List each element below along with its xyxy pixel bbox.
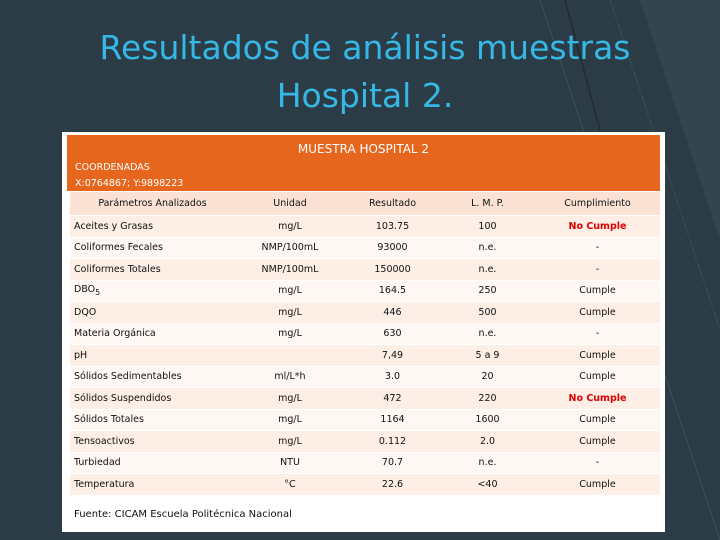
coordinates: COORDENADAS X:0764867; Y:9898223 — [75, 160, 183, 192]
table-cell: 3.0 — [345, 366, 440, 388]
table-cell: Coliformes Fecales — [70, 237, 235, 259]
table-cell: mg/L — [235, 215, 345, 238]
results-table: Parámetros Analizados Unidad Resultado L. M… — [70, 192, 660, 496]
table-cell: Cumple — [535, 344, 660, 367]
source-note: Fuente: CICAM Escuela Politécnica Nacion… — [74, 509, 292, 520]
table-cell: 2.0 — [440, 430, 535, 453]
table-cell: - — [535, 452, 660, 474]
table-cell: mg/L — [235, 280, 345, 302]
table-cell: 500 — [440, 301, 535, 324]
header-cell: Unidad — [235, 192, 345, 216]
table-cell: Turbiedad — [70, 452, 235, 474]
table-cell: Coliformes Totales — [70, 258, 235, 281]
table-row: Materia Orgánica mg/L 630 n.e. - — [70, 323, 660, 345]
table-cell: 630 — [345, 323, 440, 345]
table-row: DBO5 mg/L 164.5 250 Cumple — [70, 280, 660, 302]
table-cell: 446 — [345, 301, 440, 324]
table-cell: Cumple — [535, 301, 660, 324]
table-cell: 472 — [345, 387, 440, 410]
table-row: Sólidos Totales mg/L 1164 1600 Cumple — [70, 409, 660, 431]
table-cell: mg/L — [235, 409, 345, 431]
table-cell: - — [535, 237, 660, 259]
table-cell: No Cumple — [535, 215, 660, 238]
table-row: Tensoactivos mg/L 0.112 2.0 Cumple — [70, 430, 660, 453]
table-cell: NMP/100mL — [235, 237, 345, 259]
cell-subscript: 5 — [95, 288, 101, 298]
table-row: Sólidos Sedimentables ml/L*h 3.0 20 Cumple — [70, 366, 660, 388]
table-cell: n.e. — [440, 258, 535, 281]
title-line: Hospital 2. — [276, 76, 454, 115]
table-cell: 100 — [440, 215, 535, 238]
table-cell: 7,49 — [345, 344, 440, 367]
coordinates-label: COORDENADAS — [75, 162, 150, 173]
table-row: Coliformes Fecales NMP/100mL 93000 n.e. - — [70, 237, 660, 259]
table-cell: 250 — [440, 280, 535, 302]
table-row: Temperatura °C 22.6 <40 Cumple — [70, 473, 660, 496]
table-cell: 150000 — [345, 258, 440, 281]
table-cell: Temperatura — [70, 473, 235, 496]
table-cell: NTU — [235, 452, 345, 474]
table-cell: mg/L — [235, 323, 345, 345]
table-cell: NMP/100mL — [235, 258, 345, 281]
table-cell: DBO5 — [70, 280, 235, 302]
table-cell: - — [535, 258, 660, 281]
table-panel: MUESTRA HOSPITAL 2 COORDENADAS X:0764867… — [62, 132, 665, 532]
table-cell: 20 — [440, 366, 535, 388]
table-cell: 0.112 — [345, 430, 440, 453]
table-cell: n.e. — [440, 452, 535, 474]
table-cell: No Cumple — [535, 387, 660, 410]
table-cell: ml/L*h — [235, 366, 345, 388]
header-row: Parámetros Analizados Unidad Resultado L. M… — [70, 192, 660, 216]
table-cell: Sólidos Suspendidos — [70, 387, 235, 410]
table-cell: 103.75 — [345, 215, 440, 238]
table-cell: Cumple — [535, 409, 660, 431]
cell-text: DBO — [74, 284, 96, 296]
table-row: Aceites y Grasas mg/L 103.75 100 No Cumple — [70, 215, 660, 238]
table-cell: <40 — [440, 473, 535, 496]
table-cell: Tensoactivos — [70, 430, 235, 453]
table-row: pH 7,49 5 a 9 Cumple — [70, 344, 660, 367]
header-cell: L. M. P. — [440, 192, 535, 216]
table-cell: mg/L — [235, 387, 345, 410]
table-row: Coliformes Totales NMP/100mL 150000 n.e. - — [70, 258, 660, 281]
table-cell: 1164 — [345, 409, 440, 431]
table-cell: 1600 — [440, 409, 535, 431]
table-row: DQO mg/L 446 500 Cumple — [70, 301, 660, 324]
table-cell: Materia Orgánica — [70, 323, 235, 345]
table-cell: - — [535, 323, 660, 345]
table-cell: °C — [235, 473, 345, 496]
table-cell: 5 a 9 — [440, 344, 535, 367]
header-cell: Parámetros Analizados — [70, 192, 235, 216]
table-cell: Cumple — [535, 366, 660, 388]
table-cell: mg/L — [235, 301, 345, 324]
header-cell: Resultado — [345, 192, 440, 216]
table-cell: mg/L — [235, 430, 345, 453]
table-row: Turbiedad NTU 70.7 n.e. - — [70, 452, 660, 474]
table-cell: 93000 — [345, 237, 440, 259]
table-cell: 220 — [440, 387, 535, 410]
slide-title: Resultados de análisis muestras Hospital… — [40, 24, 690, 120]
table-cell: pH — [70, 344, 235, 367]
table-cell: Aceites y Grasas — [70, 215, 235, 238]
table-cell: n.e. — [440, 323, 535, 345]
table-cell: n.e. — [440, 237, 535, 259]
table-cell: DQO — [70, 301, 235, 324]
table-cell: Cumple — [535, 430, 660, 453]
header-cell: Cumplimiento — [535, 192, 660, 216]
table-cell: 22.6 — [345, 473, 440, 496]
title-line: Resultados de análisis muestras — [99, 28, 631, 67]
coordinates-value: X:0764867; Y:9898223 — [75, 178, 184, 189]
table-row: Sólidos Suspendidos mg/L 472 220 No Cumple — [70, 387, 660, 410]
panel-heading: MUESTRA HOSPITAL 2 — [297, 142, 430, 156]
table-cell: 70.7 — [345, 452, 440, 474]
table-cell: Sólidos Sedimentables — [70, 366, 235, 388]
table-cell: Sólidos Totales — [70, 409, 235, 431]
table-cell: Cumple — [535, 473, 660, 496]
table-cell: Cumple — [535, 280, 660, 302]
table-cell — [235, 344, 345, 367]
header-band: MUESTRA HOSPITAL 2 COORDENADAS X:0764867… — [67, 135, 660, 191]
table-cell: 164.5 — [345, 280, 440, 302]
